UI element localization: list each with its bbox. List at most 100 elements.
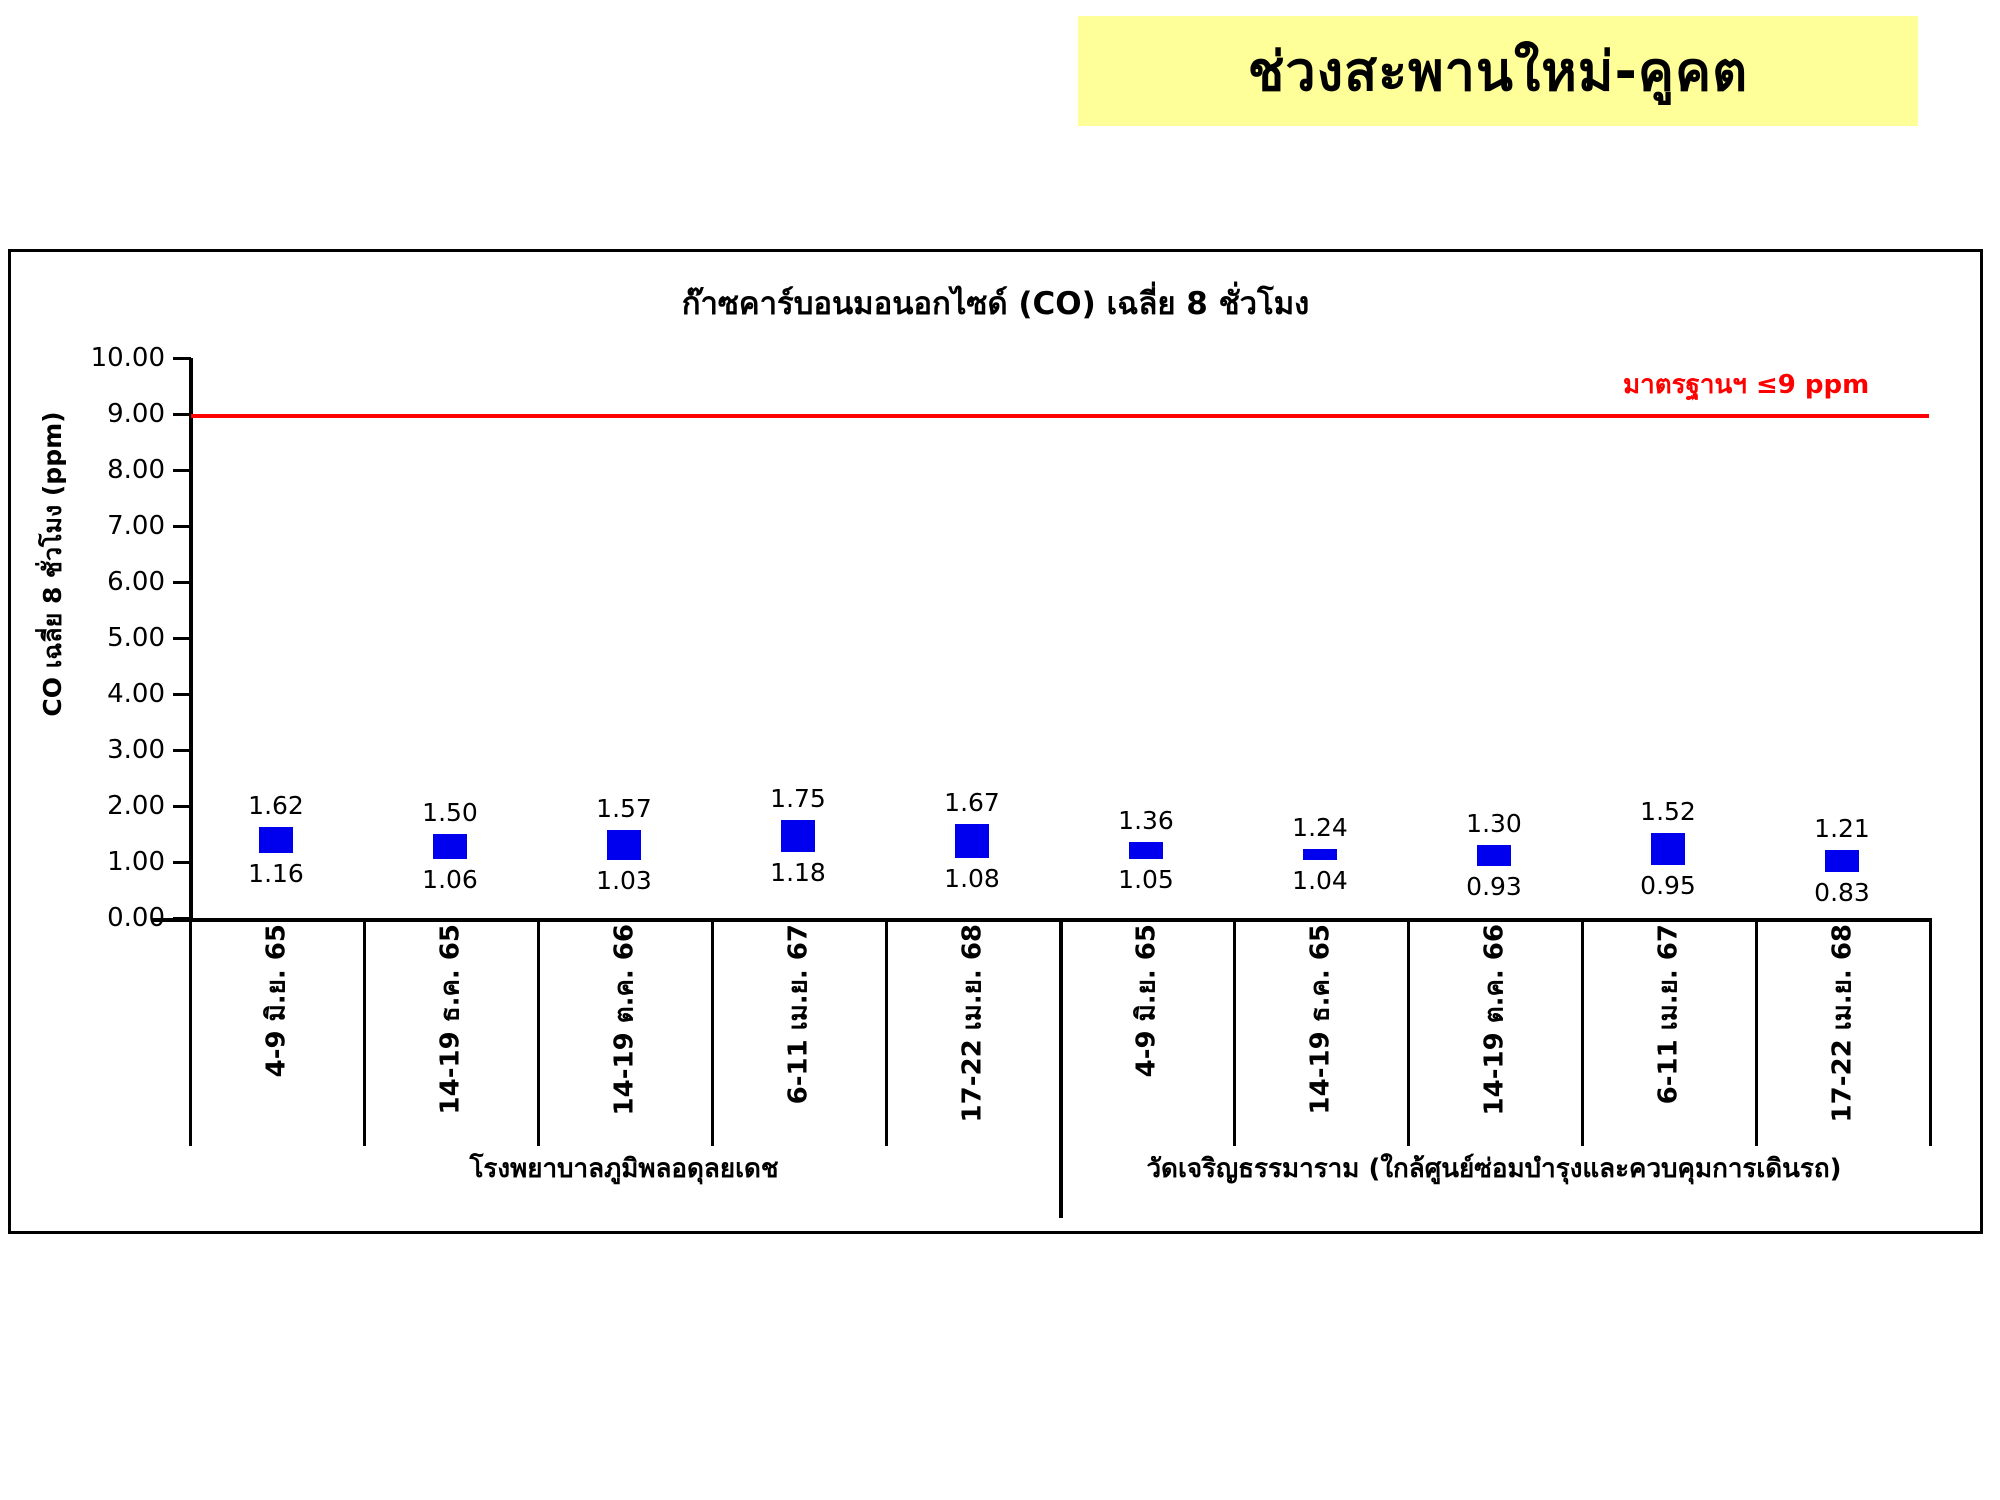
x-axis-category-text: 14-19 ต.ค. 66	[1479, 924, 1510, 1116]
y-axis-tick-label: 2.00	[107, 791, 165, 821]
data-value-max: 1.52	[1640, 796, 1696, 826]
data-value-max: 1.62	[248, 791, 304, 821]
data-value-min: 1.18	[770, 857, 826, 887]
data-value-min: 0.83	[1814, 877, 1870, 907]
x-axis-category-text: 6-11 เม.ย. 67	[1653, 924, 1684, 1105]
y-axis-tick-label: 6.00	[107, 567, 165, 597]
banner-title: ช่วงสะพานใหม่-คูคต	[1247, 40, 1749, 103]
category-separator	[885, 918, 888, 1146]
y-axis-tick-label: 9.00	[107, 399, 165, 429]
data-value-min: 1.16	[248, 859, 304, 889]
y-axis-tick-label: 0.00	[107, 903, 165, 933]
x-axis-category-label: 14-19 ต.ค. 66	[537, 924, 711, 1144]
data-marker[interactable]	[1477, 845, 1511, 866]
data-marker[interactable]	[1651, 832, 1685, 865]
data-marker[interactable]	[1825, 850, 1859, 872]
group-separator	[1059, 918, 1063, 1218]
category-separator	[1929, 918, 1932, 1146]
data-value-min: 0.93	[1466, 871, 1522, 901]
y-axis-tick	[173, 357, 191, 360]
data-point[interactable]: 1.52 0.95	[1581, 358, 1755, 918]
data-value-max: 1.36	[1118, 805, 1174, 835]
data-value-min: 1.05	[1118, 865, 1174, 895]
data-marker[interactable]	[1303, 848, 1337, 860]
y-axis-tick	[173, 525, 191, 528]
standard-threshold-line	[191, 414, 1929, 418]
category-separator	[1233, 918, 1236, 1146]
x-axis-category-label: 14-19 ต.ค. 66	[1407, 924, 1581, 1144]
data-point[interactable]: 1.50 1.06	[363, 358, 537, 918]
x-axis-category-label: 6-11 เม.ย. 67	[1581, 924, 1755, 1144]
x-axis-category-text: 17-22 เม.ย. 68	[957, 924, 988, 1123]
data-value-min: 1.06	[422, 864, 478, 894]
y-axis-tick-label: 8.00	[107, 455, 165, 485]
data-point[interactable]: 1.36 1.05	[1059, 358, 1233, 918]
chart-title: ก๊าซคาร์บอนมอนอกไซด์ (CO) เฉลี่ย 8 ชั่วโ…	[681, 286, 1310, 322]
data-point[interactable]: 1.24 1.04	[1233, 358, 1407, 918]
data-point[interactable]: 1.57 1.03	[537, 358, 711, 918]
chart-frame: ก๊าซคาร์บอนมอนอกไซด์ (CO) เฉลี่ย 8 ชั่วโ…	[8, 249, 1983, 1234]
data-point[interactable]: 1.67 1.08	[885, 358, 1059, 918]
group-label: โรงพยาบาลภูมิพลอดุลยเดช	[469, 1154, 779, 1184]
data-marker[interactable]	[607, 830, 641, 861]
x-axis-category-label: 14-19 ธ.ค. 65	[1233, 924, 1407, 1144]
x-axis-line	[151, 918, 1931, 922]
y-axis-tick-label: 3.00	[107, 735, 165, 765]
category-separator	[189, 918, 192, 1146]
x-axis-category-label: 4-9 มิ.ย. 65	[1059, 924, 1233, 1144]
data-value-max: 1.75	[770, 784, 826, 813]
x-axis-category-label: 17-22 เม.ย. 68	[1755, 924, 1929, 1144]
y-axis-tick	[173, 469, 191, 472]
data-marker[interactable]	[259, 827, 293, 854]
data-value-max: 1.21	[1814, 814, 1870, 844]
x-axis-category-text: 14-19 ธ.ค. 65	[1305, 924, 1336, 1115]
y-axis-tick-label: 5.00	[107, 623, 165, 653]
data-value-max: 1.57	[596, 794, 652, 824]
y-axis-tick	[173, 413, 191, 416]
x-axis-category-label: 6-11 เม.ย. 67	[711, 924, 885, 1144]
x-axis-category-label: 14-19 ธ.ค. 65	[363, 924, 537, 1144]
data-point[interactable]: 1.21 0.83	[1755, 358, 1929, 918]
category-separator	[363, 918, 366, 1146]
x-axis-category-label: 17-22 เม.ย. 68	[885, 924, 1059, 1144]
x-axis-category-text: 14-19 ธ.ค. 65	[435, 924, 466, 1115]
y-axis-tick	[173, 581, 191, 584]
y-axis-line	[189, 358, 193, 920]
x-axis-category-text: 4-9 มิ.ย. 65	[261, 924, 292, 1078]
data-marker[interactable]	[1129, 841, 1163, 860]
data-value-max: 1.24	[1292, 812, 1348, 842]
category-separator	[711, 918, 714, 1146]
standard-threshold-label: มาตรฐานฯ ≤9 ppm	[1623, 370, 1870, 400]
y-axis-tick-label: 10.00	[90, 343, 165, 373]
data-marker[interactable]	[955, 824, 989, 858]
data-point[interactable]: 1.75 1.18	[711, 358, 885, 918]
x-axis-category-label: 4-9 มิ.ย. 65	[189, 924, 363, 1144]
group-label: วัดเจริญธรรมาราม (ใกล้ศูนย์ซ่อมบำรุงและค…	[1146, 1154, 1842, 1184]
y-axis-tick	[173, 861, 191, 864]
y-axis-tick	[173, 749, 191, 752]
y-axis-tick	[173, 693, 191, 696]
y-axis-tick-label: 1.00	[107, 847, 165, 877]
data-value-max: 1.30	[1466, 809, 1522, 839]
x-axis-category-text: 14-19 ต.ค. 66	[609, 924, 640, 1116]
category-separator	[1755, 918, 1758, 1146]
data-marker[interactable]	[781, 820, 815, 852]
data-point[interactable]: 1.30 0.93	[1407, 358, 1581, 918]
data-point[interactable]: 1.62 1.16	[189, 358, 363, 918]
category-separator	[1407, 918, 1410, 1146]
x-axis-category-text: 6-11 เม.ย. 67	[783, 924, 814, 1105]
y-axis-tick-label: 4.00	[107, 679, 165, 709]
y-axis-tick	[173, 805, 191, 808]
data-marker[interactable]	[433, 834, 467, 859]
data-value-min: 1.04	[1292, 865, 1348, 895]
header-banner: ช่วงสะพานใหม่-คูคต	[1078, 16, 1918, 126]
data-value-min: 1.08	[944, 863, 1000, 893]
plot-area: 1.62 1.16 1.50 1.06 1.57 1.03 1.75 1.18 1.67 1.08…	[189, 358, 1929, 918]
y-axis-tick	[173, 917, 191, 920]
y-axis-tick	[173, 637, 191, 640]
data-value-max: 1.50	[422, 798, 478, 827]
data-value-max: 1.67	[944, 788, 1000, 818]
x-axis-category-text: 17-22 เม.ย. 68	[1827, 924, 1858, 1123]
x-axis-category-text: 4-9 มิ.ย. 65	[1131, 924, 1162, 1078]
data-value-min: 0.95	[1640, 870, 1696, 900]
